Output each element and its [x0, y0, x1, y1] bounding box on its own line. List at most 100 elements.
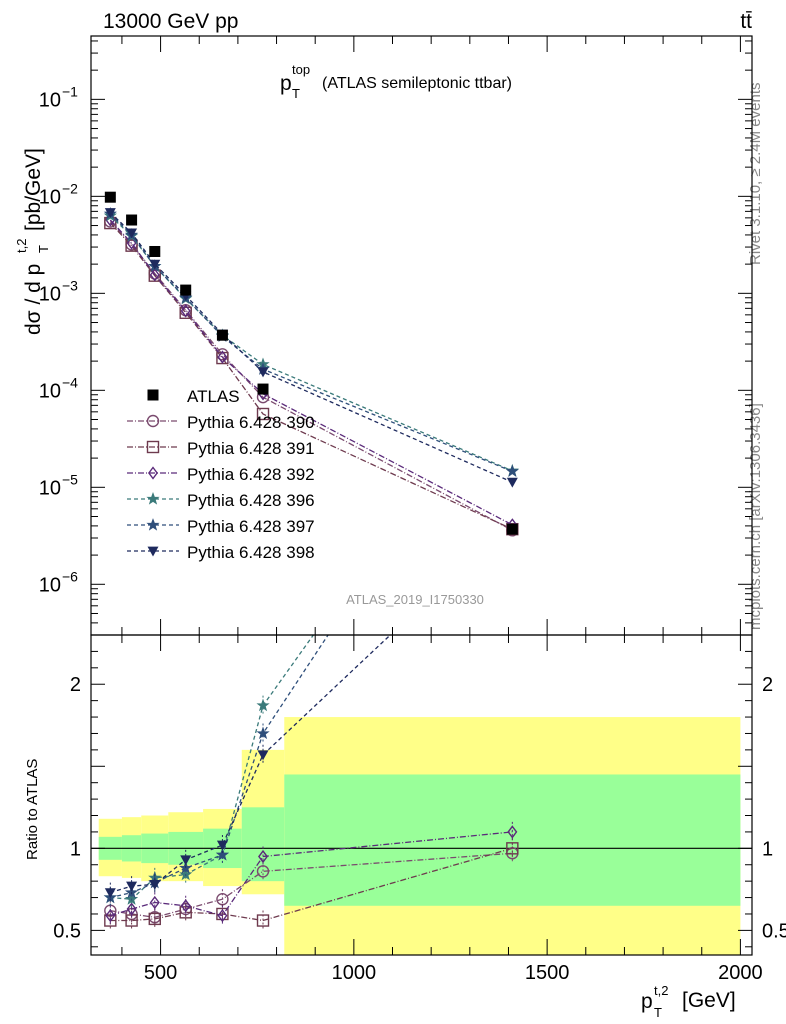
svg-text:t,2: t,2	[14, 239, 29, 253]
legend-marker-data	[147, 389, 159, 401]
svg-text:T: T	[36, 245, 51, 253]
ratio-y-tick-label: 0.5	[53, 920, 81, 942]
ratio-point	[180, 899, 191, 913]
main-y-tick-label: 10	[39, 574, 61, 596]
main-y-tick-exponent: −3	[62, 277, 78, 293]
plot-title: p top T (ATLAS semileptonic ttbar)	[280, 62, 512, 101]
legend-label: Pythia 6.428 392	[187, 465, 315, 484]
analysis-id: ATLAS_2019_I1750330	[346, 592, 484, 607]
legend-marker	[146, 492, 160, 505]
ratio-point	[256, 914, 270, 927]
series-point	[257, 367, 269, 378]
svg-text:top: top	[292, 62, 310, 77]
ratio-y-tick-label-right: 1	[762, 838, 773, 860]
series-point	[125, 239, 138, 252]
svg-text:[GeV]: [GeV]	[682, 989, 736, 1012]
ratio-point	[124, 885, 139, 899]
series-point	[126, 228, 138, 239]
ratio-point	[507, 350, 518, 361]
ratio-point	[256, 698, 270, 712]
main-y-tick-exponent: −4	[62, 374, 78, 390]
ratio-uncertainty-bands	[98, 717, 741, 955]
svg-text:[pb/GeV]: [pb/GeV]	[22, 148, 45, 231]
ratio-point	[179, 867, 193, 881]
data-point	[216, 329, 228, 341]
legend-label: Pythia 6.428 397	[187, 517, 315, 536]
ratio-series-layer	[103, 350, 519, 931]
ratio-y-tick-label-right: 0.5	[762, 920, 786, 942]
header-final-state: tt̄	[740, 10, 752, 33]
main-y-tick-exponent: −5	[62, 471, 78, 487]
series-point	[180, 304, 191, 318]
legend-label: Pythia 6.428 390	[187, 413, 315, 432]
ratio-point	[104, 888, 116, 899]
series-point	[505, 464, 519, 478]
main-y-tick-exponent: −1	[62, 83, 78, 99]
ratio-point	[507, 350, 518, 361]
svg-text:T: T	[654, 1005, 662, 1020]
ratio-point	[126, 881, 138, 892]
ratio-point	[180, 855, 192, 866]
ratio-point	[215, 847, 230, 861]
ratio-point	[216, 840, 228, 851]
ratio-point	[258, 849, 269, 864]
svg-text:dσ / d p: dσ / d p	[22, 264, 45, 335]
ratio-point	[257, 750, 269, 761]
ratio-frame	[90, 634, 753, 956]
ratio-point	[179, 906, 192, 919]
rivet-label: Rivet 3.1.10, ≥ 2.4M events	[747, 83, 764, 266]
ratio-point	[507, 825, 518, 839]
series-point	[149, 268, 160, 282]
ratio-point	[256, 726, 270, 740]
legend-label-data: ATLAS	[187, 387, 240, 406]
series-point	[149, 259, 161, 270]
series-point	[104, 208, 116, 219]
legend-marker	[146, 414, 160, 428]
series-point	[126, 236, 137, 250]
main-y-tick-label: 10	[39, 89, 61, 111]
series-line	[109, 221, 513, 531]
ratio-point	[217, 908, 228, 923]
legend-marker	[148, 466, 158, 480]
ratio-point	[256, 865, 270, 878]
legend-label: Pythia 6.428 398	[187, 543, 315, 562]
ratio-point	[149, 895, 160, 910]
data-point	[149, 245, 161, 257]
data-point	[104, 191, 116, 203]
legend-marker	[147, 546, 159, 557]
header-process: 13000 GeV pp	[103, 10, 238, 33]
ratio-point	[506, 842, 519, 855]
svg-text:(ATLAS semileptonic ttbar): (ATLAS semileptonic ttbar)	[322, 75, 512, 92]
legend-marker	[146, 440, 160, 454]
x-tick-label: 1500	[525, 962, 570, 984]
svg-text:p: p	[280, 72, 292, 95]
main-y-tick-exponent: −2	[62, 180, 78, 196]
ratio-y-tick-label: 1	[70, 838, 81, 860]
x-tick-label: 1000	[332, 962, 377, 984]
main-y-tick-label: 10	[39, 477, 61, 499]
series-point	[256, 407, 270, 421]
mcplots-label: mcplots.cern.ch [arXiv:1306.3436]	[747, 403, 764, 630]
ratio-y-tick-label: 2	[70, 674, 81, 696]
legend: ATLAS Pythia 6.428 390 Pythia 6.428 391 Pyt…	[127, 387, 315, 562]
x-tick-label: 500	[144, 962, 177, 984]
main-y-tick-label: 10	[39, 380, 61, 402]
svg-text:t,2: t,2	[654, 983, 668, 998]
series-point	[217, 350, 228, 364]
data-point	[506, 523, 518, 535]
legend-label: Pythia 6.428 396	[187, 491, 315, 510]
ratio-point	[148, 912, 161, 926]
series-line	[109, 215, 513, 472]
series-line	[109, 222, 513, 530]
data-point	[126, 214, 138, 226]
legend-label: Pythia 6.428 391	[187, 439, 315, 458]
main-series-layer	[103, 191, 519, 537]
series-point	[506, 477, 518, 488]
svg-text:p: p	[641, 990, 653, 1013]
ratio-point	[126, 902, 137, 916]
ratio-y-tick-label-right: 2	[762, 674, 773, 696]
ratio-y-axis-label: Ratio to ATLAS	[24, 759, 41, 860]
svg-text:T: T	[292, 86, 300, 101]
